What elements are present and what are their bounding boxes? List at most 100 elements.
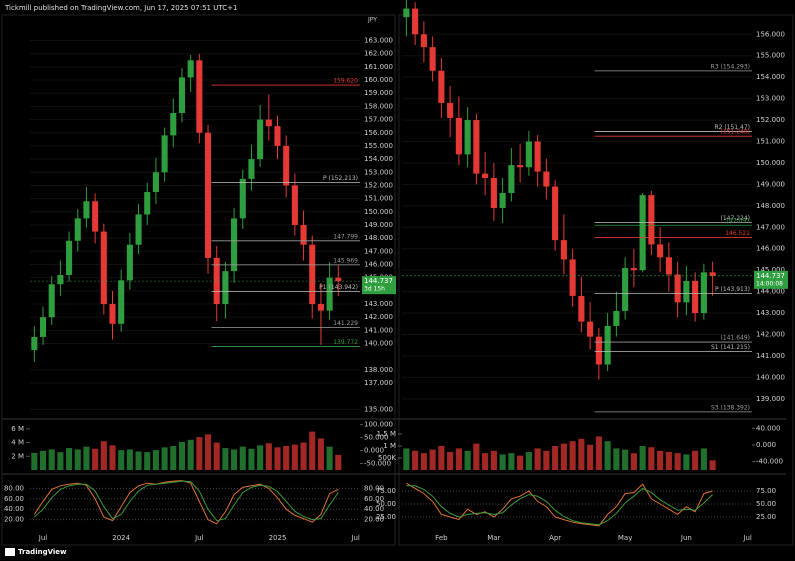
- candle-body: [525, 141, 532, 168]
- candle-body: [648, 195, 655, 245]
- candle-body: [569, 259, 576, 296]
- volume-bar: [639, 446, 646, 470]
- right-panel: [398, 14, 794, 546]
- stochastic-tick-label: 40.00: [364, 505, 384, 513]
- volume-bar: [196, 437, 203, 470]
- y-tick-label: 154.000: [756, 73, 785, 81]
- candle-body: [265, 119, 272, 127]
- candle-body: [403, 8, 410, 18]
- volume-bar: [118, 450, 125, 470]
- volume-bar: [187, 439, 194, 470]
- level-label: (141.649): [721, 335, 751, 342]
- level-label: 146.521: [725, 230, 750, 237]
- candle-body: [455, 117, 462, 155]
- volume-bar: [429, 449, 436, 470]
- volume-bar: [534, 448, 541, 470]
- y-tick-label: 138.000: [364, 366, 393, 374]
- candle-body: [709, 272, 716, 276]
- y-tick-label: 152.000: [756, 116, 785, 124]
- volume-tick-label: 500K: [378, 454, 396, 462]
- stochastic-tick-label: 25.00: [756, 513, 776, 521]
- candle-body: [447, 102, 454, 118]
- volume-bar: [152, 450, 159, 470]
- volume-bar: [100, 441, 107, 470]
- volume-bar: [92, 448, 99, 470]
- logo: [5, 548, 15, 556]
- candle-body: [639, 195, 646, 271]
- last-price-label: 144.737: [364, 277, 393, 285]
- candle-body: [161, 135, 168, 173]
- candle-body: [39, 317, 47, 337]
- stochastic-tick-label: 75.00: [376, 487, 396, 495]
- level-label: 147.799: [333, 233, 358, 240]
- volume-bar: [420, 453, 427, 470]
- y-tick-label: 140.000: [756, 373, 785, 381]
- y-tick-label: 143.000: [364, 300, 393, 308]
- candle-body: [31, 336, 38, 351]
- volume-bar: [265, 443, 272, 470]
- candle-body: [464, 120, 471, 155]
- y-tick-label: 147.000: [364, 247, 393, 255]
- volume-bar: [317, 438, 324, 470]
- x-tick-label: Jul: [194, 534, 204, 542]
- y-tick-label: 159.000: [364, 89, 393, 97]
- volume-bar: [464, 450, 471, 470]
- last-price-badge: [754, 270, 788, 289]
- y-tick-label: 151.000: [756, 138, 785, 146]
- y-tick-label: 154.000: [364, 155, 393, 163]
- candle-body: [420, 34, 427, 48]
- y-tick-label: 140.000: [364, 340, 393, 348]
- volume-bar: [700, 448, 707, 470]
- candle-body: [170, 112, 177, 136]
- candle-body: [412, 8, 419, 35]
- oscillator-tick-label: -50.000: [364, 460, 391, 468]
- oscillator-tick-label: -40.000: [756, 458, 783, 466]
- volume-bar: [525, 452, 532, 470]
- volume-bar: [257, 445, 264, 470]
- candle-body: [429, 47, 436, 71]
- y-tick-label: 163.000: [364, 37, 393, 45]
- stochastic-tick-label: 80.00: [4, 484, 24, 492]
- volume-bar: [490, 450, 497, 470]
- volume-bar: [604, 441, 611, 470]
- candle-body: [560, 240, 567, 260]
- candle-body: [257, 119, 264, 160]
- candle-body: [543, 171, 550, 187]
- x-tick-label: Jul: [350, 534, 360, 542]
- level-label: S3 (138.392): [711, 404, 750, 411]
- x-tick-label: Apr: [549, 534, 561, 542]
- stochastic-tick-label: 40.00: [4, 505, 24, 513]
- volume-bar: [543, 450, 550, 470]
- volume-bar: [57, 452, 64, 470]
- stochastic-tick-label: 60.00: [4, 495, 24, 503]
- candle-body: [152, 172, 159, 193]
- volume-bar: [692, 450, 699, 470]
- y-tick-label: 142.000: [756, 331, 785, 339]
- y-tick-label: 160.000: [364, 76, 393, 84]
- x-tick-label: Feb: [435, 534, 448, 542]
- candle-body: [438, 70, 445, 103]
- volume-bar: [204, 434, 212, 470]
- volume-bar: [126, 449, 133, 470]
- stochastic-line: [406, 482, 713, 527]
- volume-tick-label: 4 M: [11, 439, 24, 447]
- stochastic-tick-label: 20.00: [364, 516, 384, 524]
- last-price-badge: [362, 276, 396, 295]
- level-label: P (152.213): [323, 175, 358, 182]
- volume-bar: [291, 444, 298, 470]
- candle-body: [534, 141, 541, 172]
- countdown: 14:00:08: [756, 280, 783, 287]
- volume-tick-label: 1 M: [383, 442, 396, 450]
- y-tick-label: 144.000: [756, 288, 785, 296]
- volume-tick-label: 6 M: [11, 425, 24, 433]
- y-tick-label: 146.000: [756, 245, 785, 253]
- y-tick-label: 150.000: [756, 159, 785, 167]
- volume-bar: [222, 448, 229, 470]
- candle-body: [74, 218, 81, 241]
- candle-body: [683, 280, 690, 303]
- volume-bar: [31, 452, 38, 470]
- volume-bar: [482, 453, 489, 470]
- candle-body: [700, 272, 707, 314]
- candle-body: [604, 325, 611, 365]
- y-tick-label: 145.000: [756, 266, 785, 274]
